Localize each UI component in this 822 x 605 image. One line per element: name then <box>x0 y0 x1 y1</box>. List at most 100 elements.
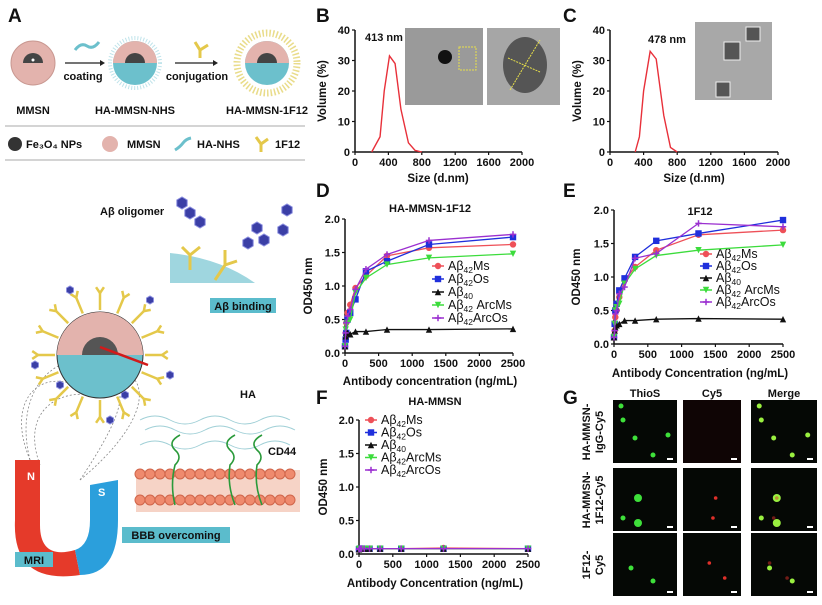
legend-label-subscript: 42 <box>397 469 407 479</box>
ab-oligomer-icon <box>281 203 293 217</box>
antibody-1f12-icon <box>254 136 269 152</box>
y-tick-label: 40 <box>593 25 605 37</box>
x-tick-label: 2000 <box>510 157 534 169</box>
synthesis-scheme: coating conjugation MMSN HA-MMSN-NHS HA-… <box>5 29 308 161</box>
y-tick-label: 1.0 <box>594 272 609 284</box>
legend-item: Aβ42Os <box>700 259 757 275</box>
cy5-spot <box>707 561 712 565</box>
magnet-north: N <box>27 471 35 483</box>
legend-label: Aβ42Os <box>448 272 489 288</box>
data-point <box>434 288 442 296</box>
data-point <box>779 316 787 323</box>
y-tick-label: 1.5 <box>325 248 340 260</box>
panel-label-c: C <box>563 6 577 27</box>
legend-label: Aβ42Os <box>716 259 757 275</box>
legend-label-suffix: Ms <box>473 259 490 273</box>
x-axis-label: Size (d.nm) <box>663 173 725 185</box>
chart-title: 1F12 <box>687 206 712 218</box>
ab-oligomer-label: Aβ oligomer <box>100 206 165 218</box>
data-point <box>509 250 517 258</box>
legend-label: Aβ42 ArcMs <box>448 298 512 314</box>
data-point <box>509 241 517 248</box>
legend-item: Aβ42ArcOs <box>700 295 776 311</box>
lipid-head <box>264 468 276 480</box>
ha-label: HA <box>240 389 256 401</box>
x-tick-label: 2500 <box>516 559 540 571</box>
antibody-icon <box>121 290 125 298</box>
legend-label-suffix: Ms <box>406 413 423 427</box>
data-point <box>621 317 628 324</box>
radius-arrow <box>99 345 149 367</box>
magnet-icon: N S <box>14 460 118 577</box>
legend-label: Aβ42ArcOs <box>381 463 441 479</box>
antibody-icon <box>55 310 70 325</box>
y-tick-label: 0 <box>344 147 350 159</box>
antibody-icon <box>31 353 39 360</box>
chart-b: 0 400 800 1200 1600 2000 0 10 20 30 40 Size (d.nm) V… <box>317 25 534 185</box>
cy5-spot <box>767 561 772 565</box>
antibody-icon <box>156 324 163 332</box>
column-header: ThioS <box>630 388 661 400</box>
nanoparticle-icon <box>31 285 174 425</box>
data-point <box>383 261 391 268</box>
data-point <box>367 441 375 449</box>
legend-label-subscript: 42 <box>464 278 474 288</box>
x-axis-label: Antibody Concentration (ng/mL) <box>612 368 788 380</box>
legend-label: Aβ42Os <box>381 426 422 442</box>
series-line <box>344 233 514 347</box>
cd44-receptors <box>171 434 263 506</box>
y-tick-label: 0.5 <box>339 516 354 528</box>
legend-label: Aβ42Ms <box>381 413 423 429</box>
panel-label-a: A <box>8 6 22 27</box>
y-tick-label: 0.0 <box>339 549 354 561</box>
thios-spot <box>620 515 626 521</box>
scale-bar <box>807 526 813 528</box>
legend-label: Aβ40 <box>381 438 406 454</box>
lipid-head <box>174 468 186 480</box>
legend-label-base: Aβ <box>381 451 397 465</box>
mri-label: MRI <box>24 555 44 567</box>
micrograph-thios <box>613 533 677 596</box>
row-label: IgG-Cy5 <box>594 411 606 453</box>
x-tick-label: 800 <box>413 157 431 169</box>
lipid-head <box>184 468 196 480</box>
thios-spot <box>650 578 656 584</box>
mri-box <box>15 552 53 567</box>
micrograph-merge <box>751 400 817 463</box>
bbb-box <box>122 527 230 543</box>
micrograph-background <box>751 468 817 531</box>
x-tick-label: 0 <box>607 157 613 169</box>
product-mmsn: MMSN <box>16 105 50 117</box>
row-label: 1F12-Cy5 <box>594 476 606 525</box>
column-header: Merge <box>768 388 800 400</box>
lipid-head <box>194 468 206 480</box>
lipid-head <box>214 468 226 480</box>
antibody-icon <box>75 396 84 413</box>
lipid-head <box>274 494 286 506</box>
legend-label: Aβ42ArcMs <box>381 451 441 467</box>
data-point <box>383 258 391 265</box>
ha-nhs-icon <box>73 41 101 51</box>
y-tick-label: 10 <box>338 117 350 129</box>
thios-spot <box>665 432 671 438</box>
data-point <box>367 454 375 461</box>
lipid-head <box>144 468 156 480</box>
y-tick-label: 10 <box>593 117 605 129</box>
thios-spot <box>789 578 795 584</box>
series-2 <box>341 325 517 350</box>
legend-fe3o4: Fe₃O₄ NPs <box>26 139 82 151</box>
y-axis-label: Volume (%) <box>317 60 329 122</box>
data-point <box>702 250 710 258</box>
legend-label-subscript: 42 <box>732 301 742 311</box>
lipid-head <box>174 494 186 506</box>
legend-label-suffix: ArcMs <box>406 451 441 465</box>
lipid-head <box>204 468 216 480</box>
x-tick-label: 1500 <box>448 559 472 571</box>
thios-spot <box>620 417 626 423</box>
magnetic-field-lines <box>21 359 140 481</box>
y-axis-label: OD450 nm <box>318 459 330 516</box>
ab-binding-label: Aβ binding <box>214 301 271 313</box>
data-point <box>631 265 639 273</box>
thios-spot <box>756 403 762 409</box>
